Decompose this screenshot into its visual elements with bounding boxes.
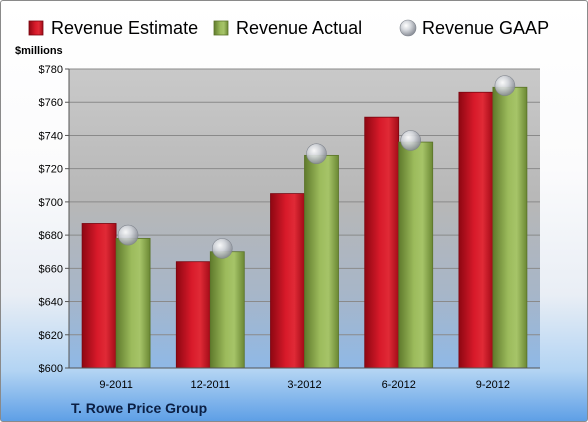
x-tick-label: 12-2011	[191, 379, 231, 391]
legend-label: Revenue Estimate	[51, 18, 198, 38]
y-tick-label: $720	[39, 164, 63, 176]
x-tick-label: 9-2011	[99, 379, 132, 391]
legend: Revenue Estimate Revenue Actual Revenue GA…	[28, 18, 549, 38]
y-tick-label: $660	[39, 263, 63, 275]
bar-revenue-actual	[398, 141, 434, 369]
legend-label: Revenue Actual	[236, 18, 362, 38]
y-tick-label: $680	[39, 230, 63, 242]
point-revenue-gaap	[117, 224, 139, 246]
bar-revenue-estimate	[175, 261, 211, 369]
bar-revenue-actual	[115, 238, 151, 369]
legend-swatch	[213, 20, 229, 36]
y-tick-label: $760	[39, 97, 63, 109]
x-tick-label: 9-2012	[476, 379, 510, 391]
point-revenue-gaap	[400, 130, 422, 151]
legend-label: Revenue GAAP	[422, 18, 549, 38]
y-tick-label: $780	[39, 64, 63, 76]
bar-revenue-estimate	[270, 193, 305, 369]
bar-revenue-actual	[492, 86, 528, 369]
point-revenue-gaap	[212, 238, 233, 259]
y-tick-label: $620	[39, 330, 63, 342]
bar-revenue-estimate	[81, 223, 117, 369]
legend-swatch	[399, 19, 417, 37]
y-axis-ticks: $600 $620 $640 $660 $680 $700 $720 $740 $760 $780	[39, 64, 70, 375]
y-tick-label: $600	[39, 363, 63, 375]
company-name: T. Rowe Price Group	[71, 400, 207, 416]
point-revenue-gaap	[494, 75, 516, 96]
legend-swatch	[28, 20, 44, 36]
bar-revenue-estimate	[458, 91, 494, 369]
bar-revenue-actual	[209, 251, 245, 369]
point-revenue-gaap	[306, 143, 327, 165]
x-tick-label: 6-2012	[382, 379, 416, 391]
bar-revenue-actual	[304, 154, 339, 369]
y-tick-label: $740	[39, 130, 63, 142]
bars	[81, 86, 528, 369]
y-tick-label: $640	[39, 297, 63, 309]
x-tick-label: 3-2012	[287, 379, 321, 391]
y-tick-label: $700	[39, 197, 63, 209]
x-axis-ticks: 9-2011 12-2011 3-2012 6-2012 9-2012	[69, 367, 540, 391]
y-axis-label: $millions	[15, 45, 63, 57]
gaap-points	[117, 75, 516, 259]
bar-revenue-estimate	[364, 116, 400, 369]
